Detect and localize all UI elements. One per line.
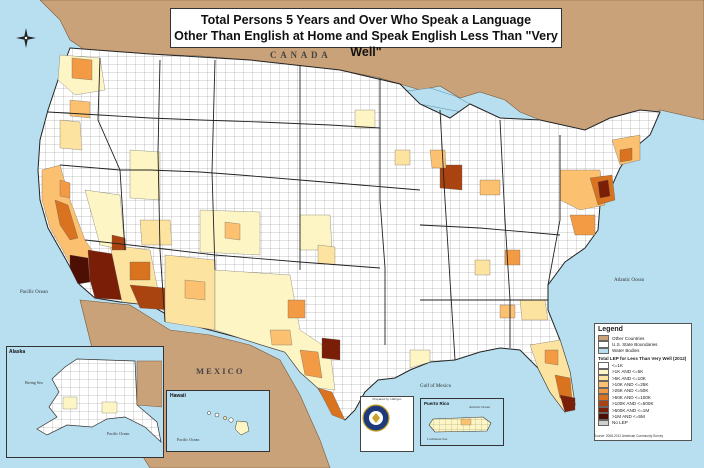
legend-base-label: Water Bodies — [612, 348, 640, 354]
legend-title: Legend — [598, 326, 623, 333]
map-title: Total Persons 5 Years and Over Who Speak… — [170, 8, 562, 59]
legend-class-swatch — [598, 419, 609, 427]
bering-sea-label: Bering Sea — [25, 380, 43, 385]
legend-class-label: >5K AND <=10K — [612, 375, 646, 381]
legend-class-row: >100K AND <=500K — [598, 400, 688, 407]
legend-class-row: >1M AND <=5M — [598, 413, 688, 420]
legend-class-label: <=1K — [612, 362, 623, 368]
legend-class-swatch — [598, 413, 609, 420]
hawaii-inset: Hawaii Pacific Ocean — [166, 390, 270, 452]
legend-class-label: No LEP — [612, 420, 628, 426]
hawaii-title: Hawaii — [170, 393, 186, 399]
legend-class-label: >100K AND <=500K — [612, 401, 654, 407]
legend-class-row: >25K AND <=50K — [598, 387, 688, 395]
legend-base-label: Other Countries — [612, 335, 645, 341]
legend-base-row: Water Bodies — [598, 347, 688, 355]
state-boundaries — [47, 57, 561, 361]
legend-class-row: >1K AND <=5K — [598, 368, 688, 376]
legend-class-label: >25K AND <=50K — [612, 388, 649, 394]
alaska-title: Alaska — [9, 349, 26, 355]
legend-class-label: >50K AND <=100K — [612, 394, 651, 400]
legend-base-row: U.S. State Boundaries — [598, 341, 688, 348]
legend-class-swatch — [598, 362, 609, 369]
legend-subtitle: Total LEP for Less Than Very Well (2012) — [598, 356, 687, 362]
source-note: Source: 2008-2012 American Community Sur… — [594, 434, 664, 438]
title-line-1: Total Persons 5 Years and Over Who Speak… — [200, 13, 532, 27]
agency-seal: Prepared by: LEP.gov — [360, 396, 414, 452]
legend-class-row: <=1K — [598, 362, 688, 369]
legend-class-swatch — [598, 368, 609, 376]
legend-class-label: >500K AND <=1M — [612, 407, 650, 413]
mexico-label: M E X I C O — [196, 366, 243, 376]
seal-icon — [362, 404, 390, 432]
lep-shading — [41, 54, 641, 421]
atlantic-ocean-label: Atlantic Ocean — [614, 278, 645, 283]
legend-class-swatch — [598, 394, 609, 401]
alaska-shape — [36, 358, 162, 444]
county-grid — [38, 48, 660, 420]
legend-class-label: >1K AND <=5K — [612, 369, 644, 375]
legend-class-label: >10K AND <=25K — [612, 382, 649, 388]
legend-base-swatch — [598, 341, 609, 348]
puerto-rico-inset: Puerto Rico Atlantic Ocean Caribbean Sea — [420, 398, 504, 446]
legend-base-items: Other Countries U.S. State Boundaries Wate… — [598, 334, 688, 355]
puerto-rico-shape — [428, 416, 492, 433]
legend-class-swatch — [598, 374, 609, 382]
legend-class-swatch — [598, 387, 609, 395]
canada-label: C A N A D A — [270, 50, 329, 60]
title-line-2: Other Than English at Home and Speak Eng… — [174, 29, 558, 59]
puerto-rico-title: Puerto Rico — [424, 401, 450, 406]
pr-caribbean-label: Caribbean Sea — [427, 437, 448, 441]
legend-class-row: >10K AND <=25K — [598, 381, 688, 388]
hawaii-pacific-label: Pacific Ocean — [177, 437, 200, 442]
gulf-of-mexico-label: Gulf of Mexico — [420, 384, 452, 389]
legend-classes: <=1K >1K AND <=5K >5K AND <=10K >10K AND <=… — [598, 362, 688, 427]
legend-class-swatch — [598, 400, 609, 407]
legend-base-row: Other Countries — [598, 334, 688, 342]
legend-class-row: >500K AND <=1M — [598, 406, 688, 414]
legend-class-row: >5K AND <=10K — [598, 374, 688, 382]
seal-caption: Prepared by: LEP.gov — [372, 397, 402, 401]
legend-class-label: >1M AND <=5M — [612, 413, 645, 419]
hawaii-shape — [207, 411, 250, 436]
legend-class-swatch — [598, 406, 609, 414]
legend-base-swatch — [598, 347, 609, 355]
legend-class-swatch — [598, 381, 609, 388]
legend: Legend Other Countries U.S. State Boundar… — [594, 323, 692, 441]
pr-atlantic-label: Atlantic Ocean — [469, 405, 491, 409]
legend-class-row: No LEP — [598, 419, 688, 427]
legend-base-swatch — [598, 334, 609, 342]
legend-base-label: U.S. State Boundaries — [612, 342, 658, 348]
compass-rose-icon — [16, 28, 36, 48]
alaska-inset: Alaska Bering Sea Pacific Ocean — [6, 346, 164, 458]
alaska-pacific-label: Pacific Ocean — [107, 431, 130, 436]
legend-class-row: >50K AND <=100K — [598, 394, 688, 401]
pacific-ocean-label: Pacific Ocean — [20, 290, 48, 295]
